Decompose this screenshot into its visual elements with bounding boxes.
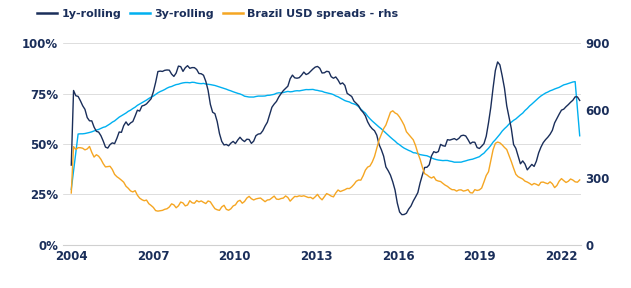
Legend: 1y-rolling, 3y-rolling, Brazil USD spreads - rhs: 1y-rolling, 3y-rolling, Brazil USD sprea… xyxy=(32,4,403,23)
